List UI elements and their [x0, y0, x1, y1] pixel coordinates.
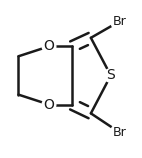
Text: O: O [44, 97, 54, 112]
Circle shape [111, 124, 128, 141]
Circle shape [111, 13, 128, 30]
Text: Br: Br [112, 126, 126, 139]
Text: O: O [44, 39, 54, 53]
Circle shape [104, 69, 118, 82]
Text: Br: Br [112, 15, 126, 28]
Text: S: S [106, 68, 115, 82]
Circle shape [42, 40, 56, 53]
Circle shape [42, 98, 56, 111]
